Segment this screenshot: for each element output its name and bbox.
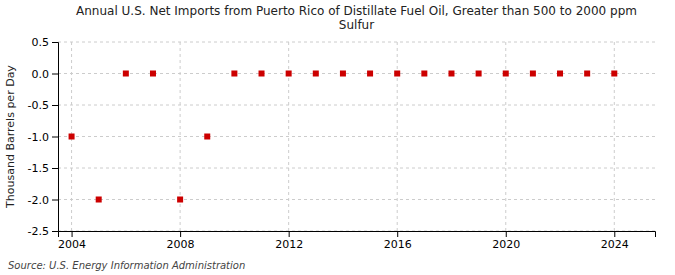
- grid-line-x: [397, 42, 398, 231]
- x-tick: 2024: [601, 231, 629, 251]
- x-tick-label: 2012: [275, 238, 303, 251]
- x-tick-label: 2008: [167, 238, 195, 251]
- y-axis-title: Thousand Barrels per Day: [4, 65, 17, 209]
- x-tick-label: 2004: [58, 238, 86, 251]
- point: [96, 197, 102, 203]
- y-tick-label: -1.0: [28, 131, 49, 144]
- x-axis: 2004 2008 2012 2016 2020 2024: [58, 231, 655, 251]
- y-axis: 0.5 0.0 -0.5 -1.0 -1.5 -2.0 -2.5: [28, 36, 59, 238]
- point: [584, 71, 590, 77]
- point: [530, 71, 536, 77]
- plot-area: 2004 2008 2012 2016 2020 2024 0.5 0.0 -0.5 -1.0 -1…: [28, 36, 656, 251]
- x-axis-line: [59, 232, 656, 238]
- x-tick-label: 2020: [492, 238, 520, 251]
- y-tick-mark: [52, 105, 58, 106]
- y-tick: 0.5: [32, 36, 59, 49]
- y-tick-label: 0.5: [32, 36, 50, 49]
- y-tick-mark: [52, 231, 58, 232]
- title: Annual U.S. Net Imports from Puerto Rico…: [76, 4, 637, 32]
- grid-line-y: [58, 136, 655, 137]
- source-note: Source: U.S. Energy Information Administ…: [8, 260, 245, 271]
- x-tick: 2008: [167, 231, 195, 251]
- grid-line-x: [180, 42, 181, 231]
- point: [448, 71, 454, 77]
- grid-line-x: [288, 42, 289, 231]
- x-tick-mark: [289, 231, 290, 237]
- y-tick-label: 0.0: [32, 68, 50, 81]
- grid-line-x: [505, 42, 506, 231]
- y-tick-mark: [52, 74, 58, 75]
- points: [69, 71, 618, 203]
- y-tick: -1.5: [28, 162, 58, 175]
- x-tick: 2020: [492, 231, 520, 251]
- y-axis-line: [52, 43, 59, 232]
- point: [204, 134, 210, 140]
- y-tick: -0.5: [28, 99, 58, 112]
- point: [313, 71, 319, 77]
- x-tick-mark: [72, 231, 73, 237]
- y-tick-mark: [52, 200, 58, 201]
- point: [177, 197, 183, 203]
- y-tick-label: -0.5: [28, 99, 49, 112]
- point: [340, 71, 346, 77]
- point: [421, 71, 427, 77]
- y-tick-mark: [52, 137, 58, 138]
- grid-line-x: [614, 42, 615, 231]
- x-tick-label: 2016: [384, 238, 412, 251]
- point: [286, 71, 292, 77]
- x-tick: 2012: [275, 231, 303, 251]
- point: [69, 134, 75, 140]
- y-tick-mark: [52, 42, 58, 43]
- grid-line-y: [58, 42, 655, 43]
- point: [611, 71, 617, 77]
- y-tick-mark: [52, 168, 58, 169]
- title-line: Annual U.S. Net Imports from Puerto Rico…: [76, 4, 637, 18]
- y-tick: -2.5: [28, 225, 58, 238]
- y-tick-label: -1.5: [28, 162, 49, 175]
- x-tick-label: 2024: [601, 238, 629, 251]
- x-tick-mark: [506, 231, 507, 237]
- y-tick: -2.0: [28, 194, 58, 207]
- x-tick-mark: [397, 231, 398, 237]
- y-tick-label: -2.0: [28, 194, 49, 207]
- point: [394, 71, 400, 77]
- grid-line-y: [58, 168, 655, 169]
- x-tick: 2004: [58, 231, 86, 251]
- point: [231, 71, 237, 77]
- grid-line-y: [58, 105, 655, 106]
- x-tick-mark: [614, 231, 615, 237]
- y-tick: 0.0: [32, 68, 59, 81]
- x-tick-mark: [180, 231, 181, 237]
- point: [150, 71, 156, 77]
- grid: [58, 42, 655, 231]
- point: [259, 71, 265, 77]
- y-tick-label: -2.5: [28, 225, 49, 238]
- point: [367, 71, 373, 77]
- chart: 2004 2008 2012 2016 2020 2024 0.5 0.0 -0.5 -1.0 -1…: [0, 0, 675, 275]
- point: [123, 71, 129, 77]
- point: [476, 71, 482, 77]
- y-tick: -1.0: [28, 131, 58, 144]
- title-line: Sulfur: [339, 18, 374, 32]
- point: [503, 71, 509, 77]
- x-tick: 2016: [384, 231, 412, 251]
- grid-line-y: [58, 73, 655, 74]
- point: [557, 71, 563, 77]
- grid-line-y: [58, 199, 655, 200]
